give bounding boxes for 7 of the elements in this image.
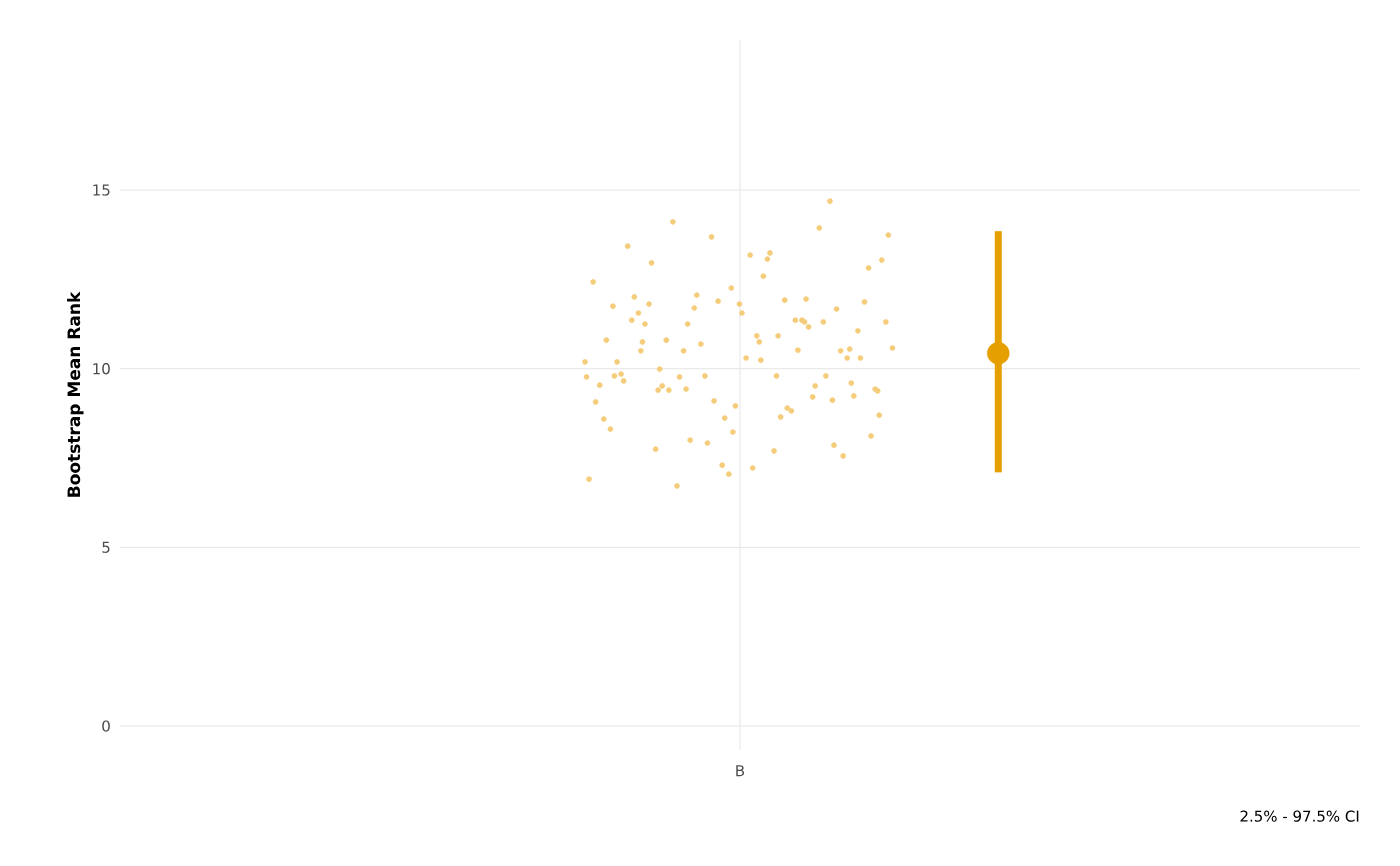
y-tick-label: 15 <box>93 184 110 196</box>
y-tick-label: 5 <box>102 541 110 553</box>
y-tick-label: 10 <box>93 363 110 375</box>
y-tick-label: 0 <box>102 720 110 732</box>
x-tick-label: B <box>736 765 745 777</box>
y-axis-title: Bootstrap Mean Rank <box>67 291 84 497</box>
text: 2.5% - 97.5% CI <box>1240 810 1359 822</box>
